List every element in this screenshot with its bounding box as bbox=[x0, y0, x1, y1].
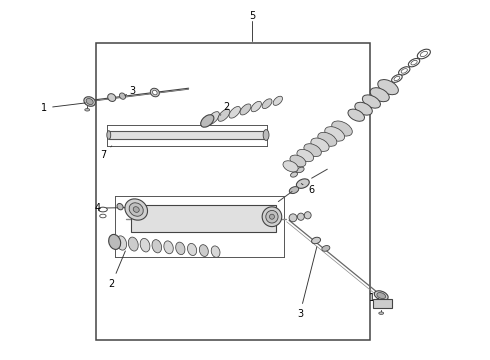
Ellipse shape bbox=[109, 234, 121, 249]
Ellipse shape bbox=[86, 99, 93, 104]
Text: 1: 1 bbox=[369, 293, 379, 303]
Ellipse shape bbox=[176, 242, 185, 255]
Ellipse shape bbox=[251, 102, 262, 112]
Ellipse shape bbox=[289, 186, 299, 194]
Ellipse shape bbox=[289, 214, 297, 222]
Ellipse shape bbox=[98, 207, 107, 212]
Ellipse shape bbox=[164, 241, 173, 254]
Ellipse shape bbox=[117, 236, 126, 250]
Ellipse shape bbox=[128, 237, 138, 251]
Ellipse shape bbox=[411, 60, 417, 65]
Ellipse shape bbox=[201, 115, 214, 127]
Text: 4: 4 bbox=[95, 203, 120, 213]
Ellipse shape bbox=[240, 104, 251, 115]
Ellipse shape bbox=[378, 80, 398, 95]
Ellipse shape bbox=[379, 312, 384, 315]
Ellipse shape bbox=[296, 179, 309, 188]
Ellipse shape bbox=[125, 199, 147, 220]
Ellipse shape bbox=[370, 88, 389, 102]
Text: 2: 2 bbox=[109, 251, 125, 289]
Ellipse shape bbox=[262, 207, 282, 227]
Ellipse shape bbox=[270, 214, 274, 219]
Bar bbox=[131, 205, 276, 232]
Bar bbox=[373, 299, 392, 308]
Ellipse shape bbox=[374, 291, 388, 300]
Ellipse shape bbox=[85, 109, 90, 111]
Ellipse shape bbox=[332, 121, 352, 136]
Bar bbox=[109, 131, 266, 139]
Ellipse shape bbox=[304, 144, 321, 157]
Ellipse shape bbox=[420, 51, 427, 57]
Ellipse shape bbox=[417, 49, 430, 59]
Ellipse shape bbox=[211, 246, 220, 257]
Ellipse shape bbox=[133, 207, 139, 212]
Ellipse shape bbox=[120, 93, 125, 99]
Ellipse shape bbox=[322, 246, 330, 251]
Ellipse shape bbox=[398, 67, 410, 75]
Ellipse shape bbox=[296, 167, 304, 173]
Text: 6: 6 bbox=[301, 184, 314, 195]
Text: 3: 3 bbox=[125, 86, 135, 96]
Ellipse shape bbox=[199, 245, 208, 256]
Ellipse shape bbox=[108, 94, 116, 102]
Ellipse shape bbox=[283, 161, 298, 172]
Ellipse shape bbox=[266, 210, 278, 223]
Text: 3: 3 bbox=[297, 247, 317, 319]
Ellipse shape bbox=[100, 214, 106, 218]
Text: 7: 7 bbox=[100, 146, 112, 160]
Ellipse shape bbox=[392, 75, 402, 82]
Ellipse shape bbox=[152, 240, 162, 253]
Ellipse shape bbox=[408, 58, 420, 67]
Ellipse shape bbox=[290, 155, 306, 167]
Ellipse shape bbox=[311, 138, 329, 152]
Ellipse shape bbox=[84, 97, 96, 106]
Ellipse shape bbox=[355, 102, 372, 115]
Ellipse shape bbox=[152, 90, 157, 95]
Text: 1: 1 bbox=[41, 103, 85, 113]
Ellipse shape bbox=[140, 238, 150, 252]
Ellipse shape bbox=[304, 212, 311, 219]
Ellipse shape bbox=[291, 172, 297, 177]
Text: 5: 5 bbox=[249, 11, 255, 21]
Ellipse shape bbox=[377, 293, 386, 298]
Ellipse shape bbox=[312, 237, 320, 244]
Ellipse shape bbox=[129, 203, 143, 216]
Ellipse shape bbox=[229, 107, 241, 118]
Ellipse shape bbox=[401, 69, 407, 73]
Ellipse shape bbox=[363, 95, 380, 108]
Ellipse shape bbox=[297, 213, 304, 220]
Ellipse shape bbox=[325, 127, 344, 141]
Ellipse shape bbox=[150, 88, 159, 97]
Ellipse shape bbox=[297, 149, 314, 162]
Ellipse shape bbox=[263, 130, 269, 140]
Ellipse shape bbox=[107, 131, 111, 139]
Ellipse shape bbox=[262, 99, 272, 109]
Ellipse shape bbox=[318, 132, 337, 146]
Ellipse shape bbox=[273, 96, 283, 105]
Ellipse shape bbox=[188, 243, 196, 256]
Ellipse shape bbox=[117, 203, 123, 210]
Ellipse shape bbox=[394, 76, 400, 81]
Ellipse shape bbox=[348, 109, 365, 121]
Ellipse shape bbox=[207, 112, 220, 125]
Bar bbox=[96, 43, 370, 340]
Text: 2: 2 bbox=[220, 102, 229, 115]
Ellipse shape bbox=[218, 109, 230, 121]
